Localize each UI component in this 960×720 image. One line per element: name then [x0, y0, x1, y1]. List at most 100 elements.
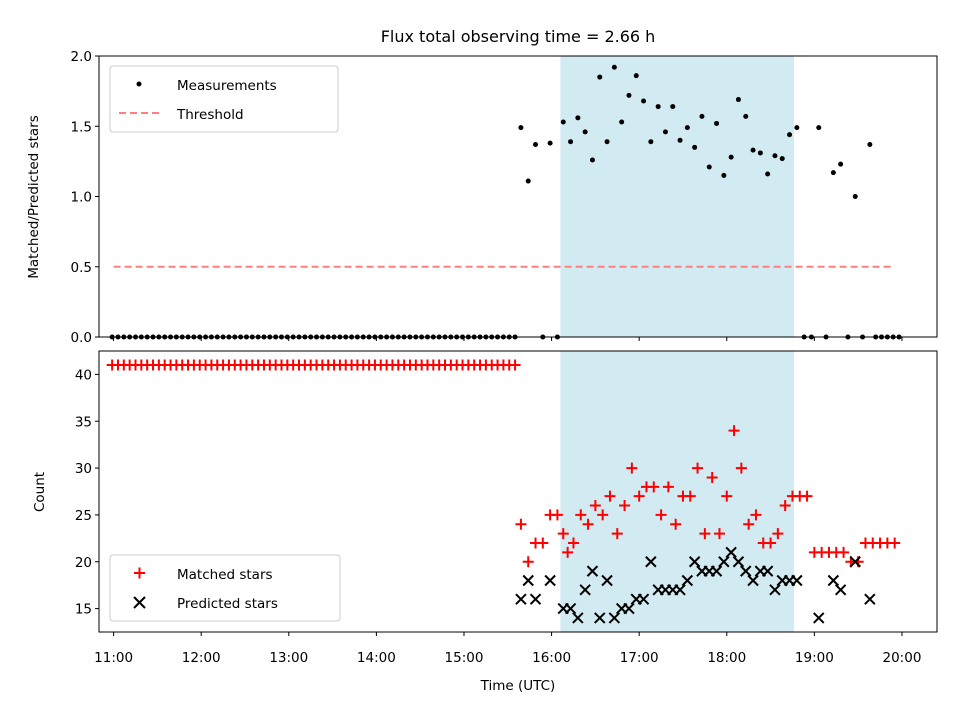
matched-star-point	[655, 509, 667, 521]
matched-star-point	[582, 518, 594, 530]
matched-star-point	[735, 462, 747, 474]
matched-star-point	[662, 481, 674, 493]
matched-star-point	[692, 462, 704, 474]
count-ytick-label: 40	[75, 367, 92, 383]
ratio-ytick-label: 0.0	[71, 330, 92, 346]
xtick-label: 16:00	[532, 650, 571, 666]
xtick-label: 18:00	[707, 650, 746, 666]
predicted-star-point	[827, 574, 840, 587]
count-ytick-label: 25	[75, 508, 92, 524]
predicted-star-point	[594, 612, 606, 624]
chart-title: Flux total observing time = 2.66 h	[381, 27, 656, 46]
legend-measurements-label: Measurements	[177, 78, 277, 94]
count-ytick-label: 30	[75, 461, 92, 477]
predicted-star-point	[601, 574, 613, 587]
measurement-point	[655, 104, 661, 110]
measurement-point	[830, 170, 836, 176]
measurement-point	[568, 139, 574, 145]
matched-star-point	[713, 528, 725, 540]
predicted-star-point	[674, 584, 686, 596]
xtick-label: 20:00	[883, 650, 922, 666]
matched-star-point	[706, 471, 718, 483]
measurement-point	[757, 150, 763, 156]
predicted-star-point	[681, 574, 694, 587]
predicted-star-point	[732, 556, 745, 568]
matched-star-point	[838, 546, 850, 558]
matched-star-point	[728, 425, 740, 437]
measurement-point	[547, 140, 553, 146]
matched-star-point	[765, 537, 777, 549]
measurement-point	[518, 125, 524, 131]
measurement-point	[728, 154, 734, 160]
measurement-point	[575, 115, 581, 121]
count-shaded-span	[560, 351, 794, 632]
predicted-star-point	[740, 565, 752, 577]
matched-star-point	[750, 509, 762, 521]
predicted-star-point	[529, 593, 542, 605]
measurement-point	[662, 129, 668, 135]
matched-star-point	[589, 500, 601, 512]
measurement-point	[699, 113, 705, 119]
matched-star-point	[575, 509, 587, 521]
ratio-ytick-label: 1.5	[71, 119, 92, 135]
predicted-star-point	[688, 556, 701, 568]
count-axes-frame	[98, 350, 938, 633]
ratio-shaded-span	[560, 56, 794, 337]
predicted-star-point	[608, 612, 621, 624]
xtick-label: 14:00	[357, 650, 396, 666]
predicted-star-point	[515, 593, 527, 605]
measurement-point	[692, 144, 698, 150]
matched-star-point	[551, 509, 563, 521]
matched-star-point	[611, 528, 623, 540]
measurement-point	[735, 97, 741, 103]
xtick-label: 17:00	[620, 650, 659, 666]
predicted-star-point	[710, 565, 723, 577]
measurement-point	[706, 164, 712, 170]
ratio-ylabel: Matched/Predicted stars	[26, 115, 42, 278]
matched-star-point	[889, 537, 901, 549]
count-ylabel: Count	[32, 472, 48, 512]
xtick-label: 13:00	[269, 650, 308, 666]
legend-matched-label: Matched stars	[177, 567, 273, 583]
predicted-star-point	[813, 612, 825, 624]
measurement-point	[779, 156, 785, 162]
matched-star-point	[567, 537, 579, 549]
predicted-star-point	[834, 584, 847, 596]
predicted-star-point	[637, 593, 650, 605]
matched-star-point	[721, 490, 733, 502]
count-legend: Matched stars Predicted stars	[109, 554, 341, 622]
matched-star-point	[597, 509, 609, 521]
predicted-star-point	[718, 556, 730, 568]
xtick-label: 15:00	[445, 650, 484, 666]
predicted-star-point	[769, 584, 781, 596]
predicted-star-point	[791, 574, 803, 587]
predicted-star-point	[544, 574, 556, 587]
matched-star-point	[779, 500, 791, 512]
matched-star-point	[699, 528, 711, 540]
measurement-point	[838, 161, 844, 167]
measurement-point	[816, 125, 822, 131]
measurement-point	[721, 172, 727, 178]
x-axis-label: Time (UTC)	[480, 678, 556, 694]
measurement-point	[772, 153, 778, 159]
ratio-legend: Measurements Threshold	[109, 65, 339, 133]
ratio-ytick-label: 0.5	[71, 260, 92, 276]
matched-star-point	[801, 490, 813, 502]
measurement-point	[867, 142, 873, 148]
matched-star-point	[633, 490, 645, 502]
measurement-point	[670, 104, 676, 110]
count-ytick-label: 15	[75, 602, 92, 618]
matched-star-point	[772, 528, 784, 540]
measurement-point	[533, 142, 539, 148]
matched-star-point	[743, 518, 755, 530]
measurement-point	[765, 171, 771, 177]
predicted-star-point	[564, 602, 577, 615]
count-ytick-label: 20	[75, 555, 92, 571]
predicted-star-point	[849, 556, 861, 568]
measurement-point	[582, 129, 588, 135]
measurement-point	[852, 194, 858, 199]
matched-star-point	[604, 490, 616, 502]
measurement-point	[611, 64, 617, 70]
predicted-star-point	[579, 584, 591, 596]
